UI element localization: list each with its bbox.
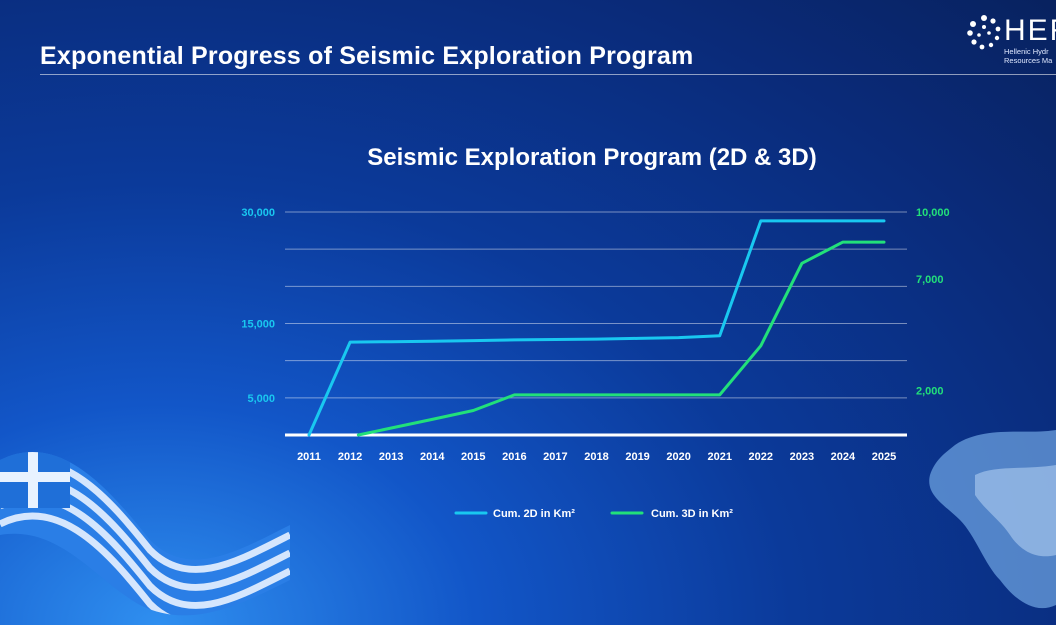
right-axis-tick-label: 2,000	[916, 385, 944, 397]
x-axis-tick-label: 2020	[666, 451, 690, 463]
x-axis-tick-label: 2019	[625, 451, 649, 463]
legend-label: Cum. 3D in Km²	[651, 508, 733, 520]
x-axis-tick-label: 2023	[790, 451, 814, 463]
left-axis-tick-label: 15,000	[241, 319, 275, 331]
title-divider	[40, 74, 1056, 75]
logo-text: HER	[1004, 14, 1056, 47]
x-axis-tick-label: 2021	[707, 451, 731, 463]
x-axis-tick-label: 2015	[461, 451, 485, 463]
right-axis-tick-label: 10,000	[916, 207, 950, 219]
company-logo: HER Hellenic Hydr Resources Ma	[966, 12, 1056, 72]
chart-title: Seismic Exploration Program (2D & 3D)	[367, 144, 816, 171]
x-axis-tick-label: 2013	[379, 451, 403, 463]
logo-subtitle-line1: Hellenic Hydr	[1004, 47, 1049, 56]
x-axis-tick-label: 2017	[543, 451, 567, 463]
logo-subtitle-line2: Resources Ma	[1004, 56, 1053, 65]
left-axis-tick-label: 30,000	[241, 207, 275, 219]
greece-map-decoration	[929, 430, 1056, 609]
greek-flag-decoration	[0, 451, 290, 616]
right-axis-tick-label: 7,000	[916, 274, 944, 286]
x-axis-tick-label: 2012	[338, 451, 362, 463]
x-axis-tick-label: 2014	[420, 451, 445, 463]
x-axis-tick-label: 2018	[584, 451, 608, 463]
legend-label: Cum. 2D in Km²	[493, 508, 575, 520]
logo-dots-icon	[967, 15, 1001, 50]
x-axis-tick-label: 2011	[297, 451, 321, 463]
x-axis-tick-label: 2025	[872, 451, 896, 463]
series-line-2d	[307, 219, 886, 437]
x-axis-tick-label: 2022	[749, 451, 773, 463]
x-axis-tick-label: 2024	[831, 451, 856, 463]
logo-subtitle: Hellenic Hydr Resources Ma	[1004, 47, 1052, 65]
left-axis-tick-label: 5,000	[247, 393, 275, 405]
x-axis-tick-label: 2016	[502, 451, 526, 463]
slide-title: Exponential Progress of Seismic Explorat…	[40, 42, 694, 70]
series-line-3d	[356, 240, 886, 437]
